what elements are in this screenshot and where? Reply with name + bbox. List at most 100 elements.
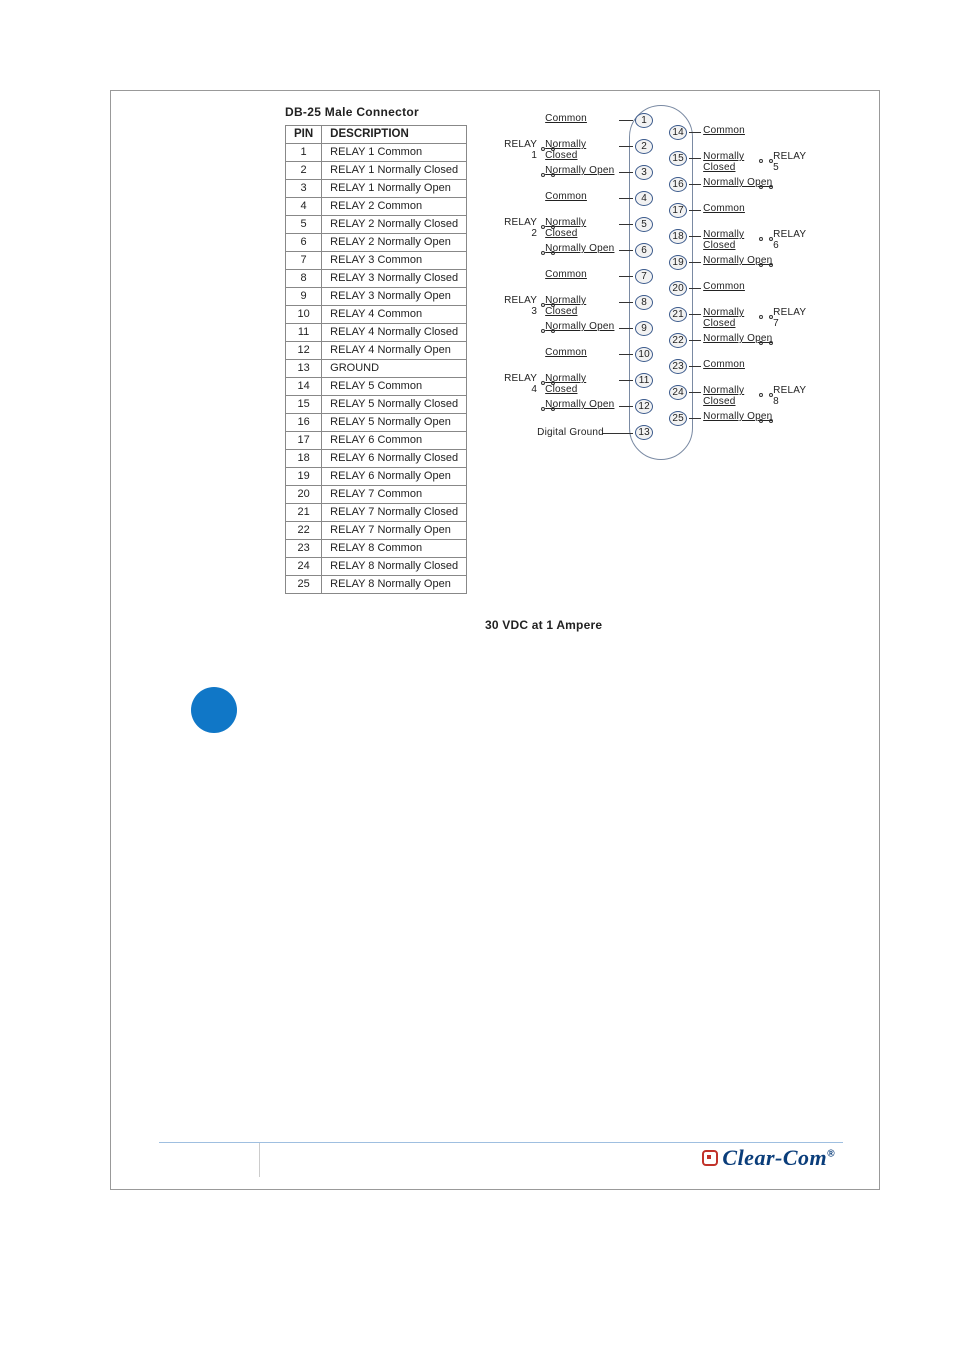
switch-icon — [541, 248, 555, 256]
pin-cell: 14 — [286, 378, 322, 396]
desc-cell: RELAY 8 Normally Closed — [322, 558, 467, 576]
table-title: DB-25 Male Connector — [285, 105, 467, 119]
pin-cell: 21 — [286, 504, 322, 522]
table-row: 23RELAY 8 Common — [286, 540, 467, 558]
table-row: 2RELAY 1 Normally Closed — [286, 162, 467, 180]
pin-cell: 18 — [286, 450, 322, 468]
table-row: 8RELAY 3 Normally Closed — [286, 270, 467, 288]
lead-line — [619, 146, 633, 147]
signal-left-11: Normally Closed — [545, 373, 621, 395]
pin-table: PIN DESCRIPTION 1RELAY 1 Common2RELAY 1 … — [285, 125, 467, 594]
pin-cell: 22 — [286, 522, 322, 540]
relay-label-left-0: RELAY 1 — [501, 139, 537, 161]
lead-line — [619, 328, 633, 329]
note-marker-icon — [191, 687, 237, 733]
switch-icon — [541, 326, 555, 334]
desc-cell: RELAY 1 Normally Open — [322, 180, 467, 198]
pin-table-block: DB-25 Male Connector PIN DESCRIPTION 1RE… — [285, 105, 467, 594]
desc-cell: RELAY 8 Normally Open — [322, 576, 467, 594]
signal-left-9: Normally Open — [545, 321, 621, 332]
desc-cell: RELAY 4 Normally Closed — [322, 324, 467, 342]
switch-icon — [759, 312, 773, 320]
desc-cell: RELAY 1 Common — [322, 144, 467, 162]
switch-icon — [541, 222, 555, 230]
switch-icon — [541, 300, 555, 308]
desc-cell: RELAY 8 Common — [322, 540, 467, 558]
lead-line — [689, 392, 701, 393]
db25-diagram: 1234567891011121314151617181920212223242… — [507, 105, 817, 485]
switch-icon — [759, 182, 773, 190]
switch-icon — [759, 338, 773, 346]
signal-left-6: Normally Open — [545, 243, 621, 254]
table-row: 15RELAY 5 Normally Closed — [286, 396, 467, 414]
desc-cell: RELAY 6 Normally Open — [322, 468, 467, 486]
relay-label-right-3: RELAY 8 — [773, 385, 813, 407]
lead-line — [689, 210, 701, 211]
lead-line — [689, 314, 701, 315]
signal-left-4: Common — [545, 191, 621, 202]
desc-cell: RELAY 7 Common — [322, 486, 467, 504]
table-row: 6RELAY 2 Normally Open — [286, 234, 467, 252]
desc-cell: GROUND — [322, 360, 467, 378]
signal-right-17: Common — [703, 203, 779, 214]
table-row: 12RELAY 4 Normally Open — [286, 342, 467, 360]
table-row: 5RELAY 2 Normally Closed — [286, 216, 467, 234]
rating-spec: 30 VDC at 1 Ampere — [485, 618, 859, 632]
pin-cell: 24 — [286, 558, 322, 576]
pin-cell: 19 — [286, 468, 322, 486]
table-row: 21RELAY 7 Normally Closed — [286, 504, 467, 522]
brand-name: Clear-Com® — [722, 1145, 835, 1171]
signal-right-23: Common — [703, 359, 779, 370]
switch-icon — [759, 234, 773, 242]
desc-cell: RELAY 2 Common — [322, 198, 467, 216]
lead-line — [619, 406, 633, 407]
desc-cell: RELAY 4 Common — [322, 306, 467, 324]
table-row: 22RELAY 7 Normally Open — [286, 522, 467, 540]
lead-line — [689, 132, 701, 133]
pin-cell: 8 — [286, 270, 322, 288]
pin-cell: 12 — [286, 342, 322, 360]
desc-cell: RELAY 2 Normally Closed — [322, 216, 467, 234]
switch-icon — [541, 378, 555, 386]
relay-label-right-0: RELAY 5 — [773, 151, 813, 173]
desc-cell: RELAY 7 Normally Open — [322, 522, 467, 540]
relay-label-right-1: RELAY 6 — [773, 229, 813, 251]
table-row: 16RELAY 5 Normally Open — [286, 414, 467, 432]
lead-line — [689, 340, 701, 341]
switch-icon — [541, 170, 555, 178]
lead-line — [603, 433, 633, 434]
signal-left-8: Normally Closed — [545, 295, 621, 317]
signal-left-7: Common — [545, 269, 621, 280]
lead-line — [619, 302, 633, 303]
table-row: 17RELAY 6 Common — [286, 432, 467, 450]
signal-left-12: Normally Open — [545, 399, 621, 410]
pin-cell: 25 — [286, 576, 322, 594]
pin-cell: 4 — [286, 198, 322, 216]
pin-cell: 16 — [286, 414, 322, 432]
pin-cell: 1 — [286, 144, 322, 162]
lead-line — [619, 120, 633, 121]
th-pin: PIN — [286, 126, 322, 144]
lead-line — [689, 288, 701, 289]
signal-right-20: Common — [703, 281, 779, 292]
table-row: 13GROUND — [286, 360, 467, 378]
desc-cell: RELAY 4 Normally Open — [322, 342, 467, 360]
lead-line — [619, 354, 633, 355]
table-row: 7RELAY 3 Common — [286, 252, 467, 270]
table-row: 18RELAY 6 Normally Closed — [286, 450, 467, 468]
lead-line — [619, 380, 633, 381]
table-row: 20RELAY 7 Common — [286, 486, 467, 504]
desc-cell: RELAY 3 Common — [322, 252, 467, 270]
brand-logo: Clear-Com® — [702, 1145, 835, 1171]
desc-cell: RELAY 5 Normally Open — [322, 414, 467, 432]
desc-cell: RELAY 6 Common — [322, 432, 467, 450]
lead-line — [689, 262, 701, 263]
pin-cell: 13 — [286, 360, 322, 378]
lead-line — [619, 276, 633, 277]
relay-label-left-1: RELAY 2 — [501, 217, 537, 239]
table-row: 4RELAY 2 Common — [286, 198, 467, 216]
pin-cell: 11 — [286, 324, 322, 342]
table-row: 3RELAY 1 Normally Open — [286, 180, 467, 198]
signal-left-1: Common — [545, 113, 621, 124]
signal-left-10: Common — [545, 347, 621, 358]
